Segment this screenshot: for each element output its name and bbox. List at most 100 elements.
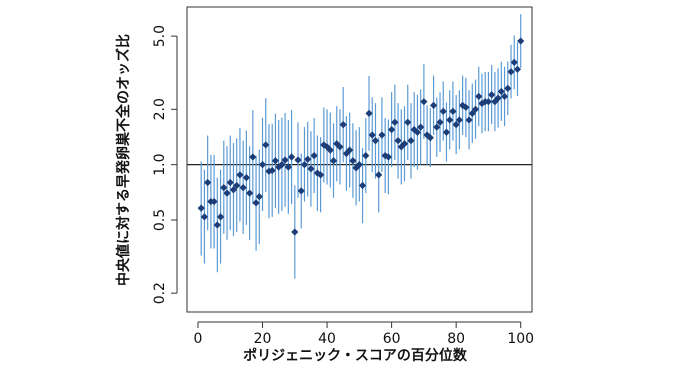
- point: [400, 140, 409, 148]
- x-tick-label: 60: [383, 331, 401, 347]
- point: [239, 184, 247, 192]
- point: [362, 151, 370, 160]
- point: [236, 171, 244, 179]
- point: [246, 189, 254, 197]
- point: [242, 174, 250, 182]
- point: [455, 116, 463, 124]
- point: [368, 131, 376, 139]
- point: [355, 161, 363, 169]
- x-tick-label: 40: [318, 331, 336, 347]
- point: [220, 184, 228, 192]
- point: [252, 199, 260, 207]
- point: [488, 91, 496, 99]
- point: [255, 193, 263, 201]
- x-axis-label: ポリジェニック・スコアの百分位数: [243, 347, 468, 364]
- point: [300, 161, 309, 169]
- point: [513, 65, 522, 73]
- point: [497, 87, 505, 96]
- point: [200, 213, 209, 221]
- x-tick-label: 0: [194, 331, 203, 347]
- point: [446, 116, 454, 124]
- point: [233, 181, 241, 190]
- point: [500, 92, 509, 101]
- point: [491, 98, 499, 106]
- point: [471, 105, 480, 113]
- point: [294, 156, 302, 164]
- point: [320, 141, 328, 149]
- y-tick-label: 0.5: [152, 209, 168, 231]
- point: [468, 109, 476, 117]
- point: [291, 228, 299, 236]
- point: [226, 178, 234, 187]
- point: [258, 161, 267, 169]
- point: [310, 151, 318, 160]
- point: [326, 146, 334, 154]
- point: [197, 204, 205, 212]
- point: [336, 143, 344, 151]
- point: [223, 189, 231, 197]
- point: [510, 58, 518, 66]
- point: [433, 123, 441, 131]
- point: [216, 213, 225, 221]
- x-tick-label: 20: [254, 331, 272, 347]
- point: [317, 171, 325, 179]
- point: [304, 155, 312, 163]
- point: [442, 128, 451, 136]
- point: [449, 107, 457, 115]
- point: [329, 157, 338, 165]
- point: [210, 197, 218, 206]
- point: [358, 181, 367, 190]
- point: [426, 134, 434, 142]
- point: [229, 186, 238, 194]
- y-tick-label: 0.2: [152, 282, 168, 304]
- y-tick-label: 2.0: [152, 98, 168, 120]
- plot-frame: [186, 6, 533, 313]
- point: [417, 123, 425, 131]
- point: [394, 137, 402, 145]
- point: [278, 161, 286, 169]
- y-tick-label: 1.0: [152, 154, 168, 176]
- x-tick-label: 80: [447, 331, 465, 347]
- point: [436, 118, 444, 126]
- point: [484, 98, 493, 106]
- point: [287, 153, 296, 161]
- point: [204, 178, 212, 187]
- point: [391, 118, 399, 126]
- point: [459, 101, 467, 109]
- point: [420, 98, 428, 106]
- point: [281, 156, 289, 164]
- point: [346, 146, 354, 154]
- point: [384, 153, 392, 161]
- point: [249, 153, 257, 161]
- y-axis-label: 中央値に対する早発卵巣不全のオッズ比: [115, 34, 132, 286]
- point: [507, 68, 515, 76]
- point: [423, 131, 431, 139]
- point: [375, 171, 383, 179]
- x-tick-label: 100: [507, 331, 534, 347]
- point: [429, 101, 438, 109]
- point: [349, 157, 357, 165]
- point: [462, 103, 470, 111]
- point: [365, 109, 373, 117]
- y-tick-label: 5.0: [152, 25, 168, 47]
- point: [213, 221, 221, 229]
- point: [268, 166, 276, 175]
- point: [262, 141, 270, 149]
- point: [465, 116, 473, 124]
- point: [504, 84, 512, 92]
- point: [452, 121, 460, 129]
- point: [339, 121, 347, 129]
- point: [307, 165, 315, 173]
- point: [407, 137, 415, 145]
- point: [371, 137, 380, 145]
- point: [397, 143, 405, 151]
- point: [475, 92, 483, 101]
- point: [284, 163, 292, 171]
- point: [297, 187, 305, 195]
- point: [517, 37, 525, 45]
- point: [404, 118, 412, 126]
- point: [388, 126, 396, 134]
- point: [439, 107, 447, 115]
- point: [494, 94, 502, 102]
